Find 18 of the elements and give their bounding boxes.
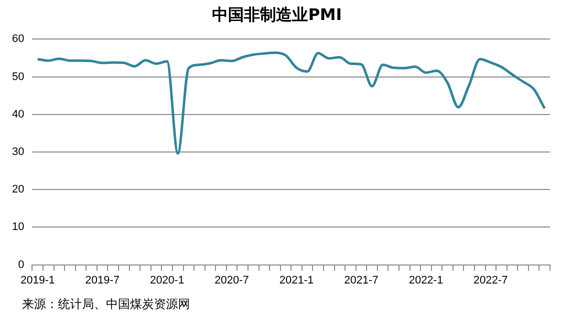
line-series <box>36 51 546 155</box>
x-tick-label: 2021-7 <box>344 274 378 286</box>
x-tick-label: 2022-1 <box>408 274 444 286</box>
y-tick-label: 10 <box>12 221 24 234</box>
x-tick-label: 2019-7 <box>85 274 120 286</box>
x-tick-label: 2020-7 <box>214 274 249 286</box>
x-tick-label: 2019-1 <box>20 274 55 286</box>
y-tick-label: 30 <box>12 146 24 158</box>
y-tick-label: 50 <box>12 70 24 83</box>
x-tick-label: 2022-7 <box>474 274 508 286</box>
y-tick-label: 0 <box>18 258 24 271</box>
y-tick-label: 60 <box>12 33 24 46</box>
chart-title: 中国非制造业PMI <box>212 4 342 24</box>
source-note: 来源：统计局、中国煤炭资源网 <box>22 296 190 313</box>
y-tick-label: 40 <box>12 108 24 120</box>
x-tick-label: 2020-1 <box>150 274 184 286</box>
y-tick-label: 20 <box>12 184 24 196</box>
x-tick-label: 2021-1 <box>279 274 314 286</box>
